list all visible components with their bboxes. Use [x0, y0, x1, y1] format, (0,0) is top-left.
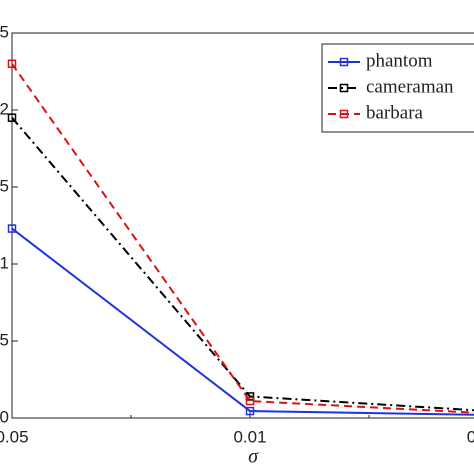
y-tick-label: 0.5 [0, 330, 9, 349]
legend-label: cameraman [366, 76, 454, 97]
legend-marker [339, 109, 349, 119]
legend-marker [339, 57, 349, 67]
x-axis-label: σ [248, 446, 259, 468]
x-tick-label: 0.01 [233, 427, 266, 446]
y-tick-label: 0 [0, 407, 9, 426]
series-marker [7, 59, 17, 69]
x-tick-label: 0.05 [0, 427, 29, 446]
y-tick-label: 1 [0, 253, 9, 272]
y-tick-label: 1.5 [0, 176, 9, 195]
series-marker [245, 406, 255, 416]
y-tick-label: 2 [0, 99, 9, 118]
series-marker [7, 113, 17, 122]
y-tick-label: 2.5 [0, 22, 9, 41]
series-marker [245, 396, 255, 406]
legend-label: barbara [366, 102, 424, 123]
series-marker [7, 224, 17, 233]
legend-label: phantom [366, 50, 433, 71]
series-line [11, 227, 474, 416]
legend-marker [339, 83, 349, 93]
series-line [11, 63, 474, 414]
series-line [11, 117, 474, 412]
x-tick-label: 0.001 [467, 427, 474, 446]
